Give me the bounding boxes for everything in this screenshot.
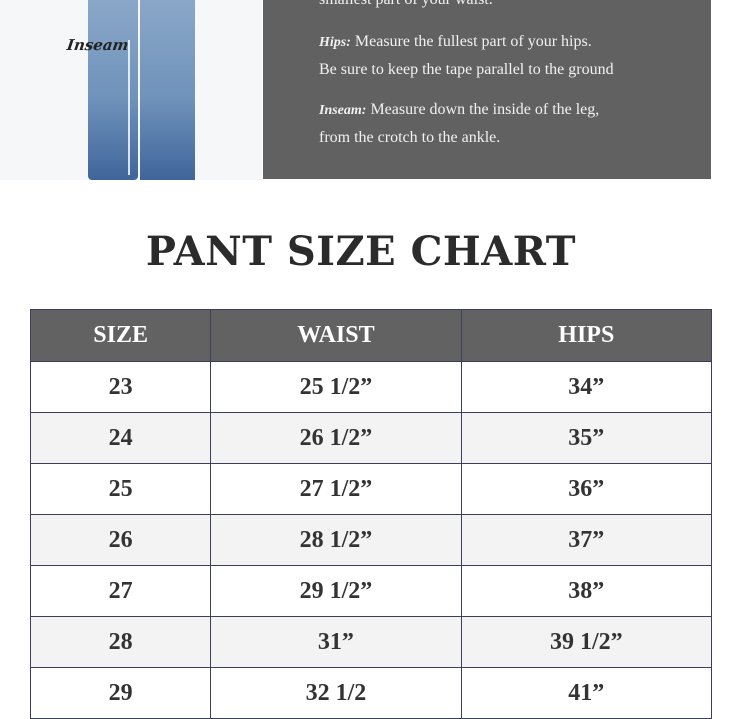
cell-waist: 32 1/2 (210, 667, 462, 719)
header-size: SIZE (29, 309, 212, 362)
cell-waist: 31” (210, 616, 462, 668)
inseam-instruction: Inseam: Measure down the inside of the l… (319, 96, 599, 125)
cell-hips: 41” (460, 667, 713, 719)
cell-hips: 37” (460, 514, 713, 566)
cell-size: 29 (29, 667, 212, 719)
table-row: 25 27 1/2” 36” (29, 463, 713, 515)
inseam-measure-line (128, 40, 130, 175)
header-hips: HIPS (460, 309, 713, 362)
jeans-left-leg (88, 0, 138, 180)
cell-waist: 26 1/2” (210, 412, 462, 464)
inseam-label: Inseam: (319, 103, 367, 118)
table-row: 24 26 1/2” 35” (29, 412, 713, 464)
cell-size: 26 (29, 514, 212, 566)
cell-size: 28 (29, 616, 212, 668)
cell-waist: 28 1/2” (210, 514, 462, 566)
table-row: 29 32 1/2 41” (29, 667, 713, 719)
measurement-instructions: smallest part of your waist. Hips: Measu… (263, 0, 711, 179)
cell-waist: 29 1/2” (210, 565, 462, 617)
table-row: 26 28 1/2” 37” (29, 514, 713, 566)
waist-text-tail: smallest part of your waist. (319, 0, 493, 14)
hips-label: Hips: (319, 35, 351, 50)
cell-size: 23 (29, 361, 212, 413)
table-row: 23 25 1/2” 34” (29, 361, 713, 413)
cell-hips: 36” (460, 463, 713, 515)
inseam-image-label: Inseam (65, 36, 130, 54)
cell-waist: 25 1/2” (210, 361, 462, 413)
cell-waist: 27 1/2” (210, 463, 462, 515)
cell-size: 24 (29, 412, 212, 464)
table-row: 27 29 1/2” 38” (29, 565, 713, 617)
hips-line2: Be sure to keep the tape parallel to the… (319, 61, 614, 78)
cell-hips: 38” (460, 565, 713, 617)
page-title: PANT SIZE CHART (145, 228, 577, 275)
table-row: 28 31” 39 1/2” (29, 616, 713, 668)
header-waist: WAIST (210, 309, 462, 362)
size-chart-table: SIZE WAIST HIPS 23 25 1/2” 34” 24 26 1/2” 35” 25… (29, 309, 713, 719)
cell-size: 25 (29, 463, 212, 515)
table-header-row: SIZE WAIST HIPS (29, 309, 713, 362)
cell-size: 27 (29, 565, 212, 617)
inseam-line2: from the crotch to the ankle. (319, 129, 501, 146)
cell-hips: 35” (460, 412, 713, 464)
inseam-line1: Measure down the inside of the leg, (370, 101, 600, 118)
jeans-image: Inseam (0, 0, 262, 180)
cell-hips: 39 1/2” (460, 616, 713, 668)
hips-instruction: Hips: Measure the fullest part of your h… (319, 28, 592, 57)
hips-line1: Measure the fullest part of your hips. (354, 33, 592, 50)
jeans-right-leg (140, 0, 195, 180)
cell-hips: 34” (460, 361, 713, 413)
